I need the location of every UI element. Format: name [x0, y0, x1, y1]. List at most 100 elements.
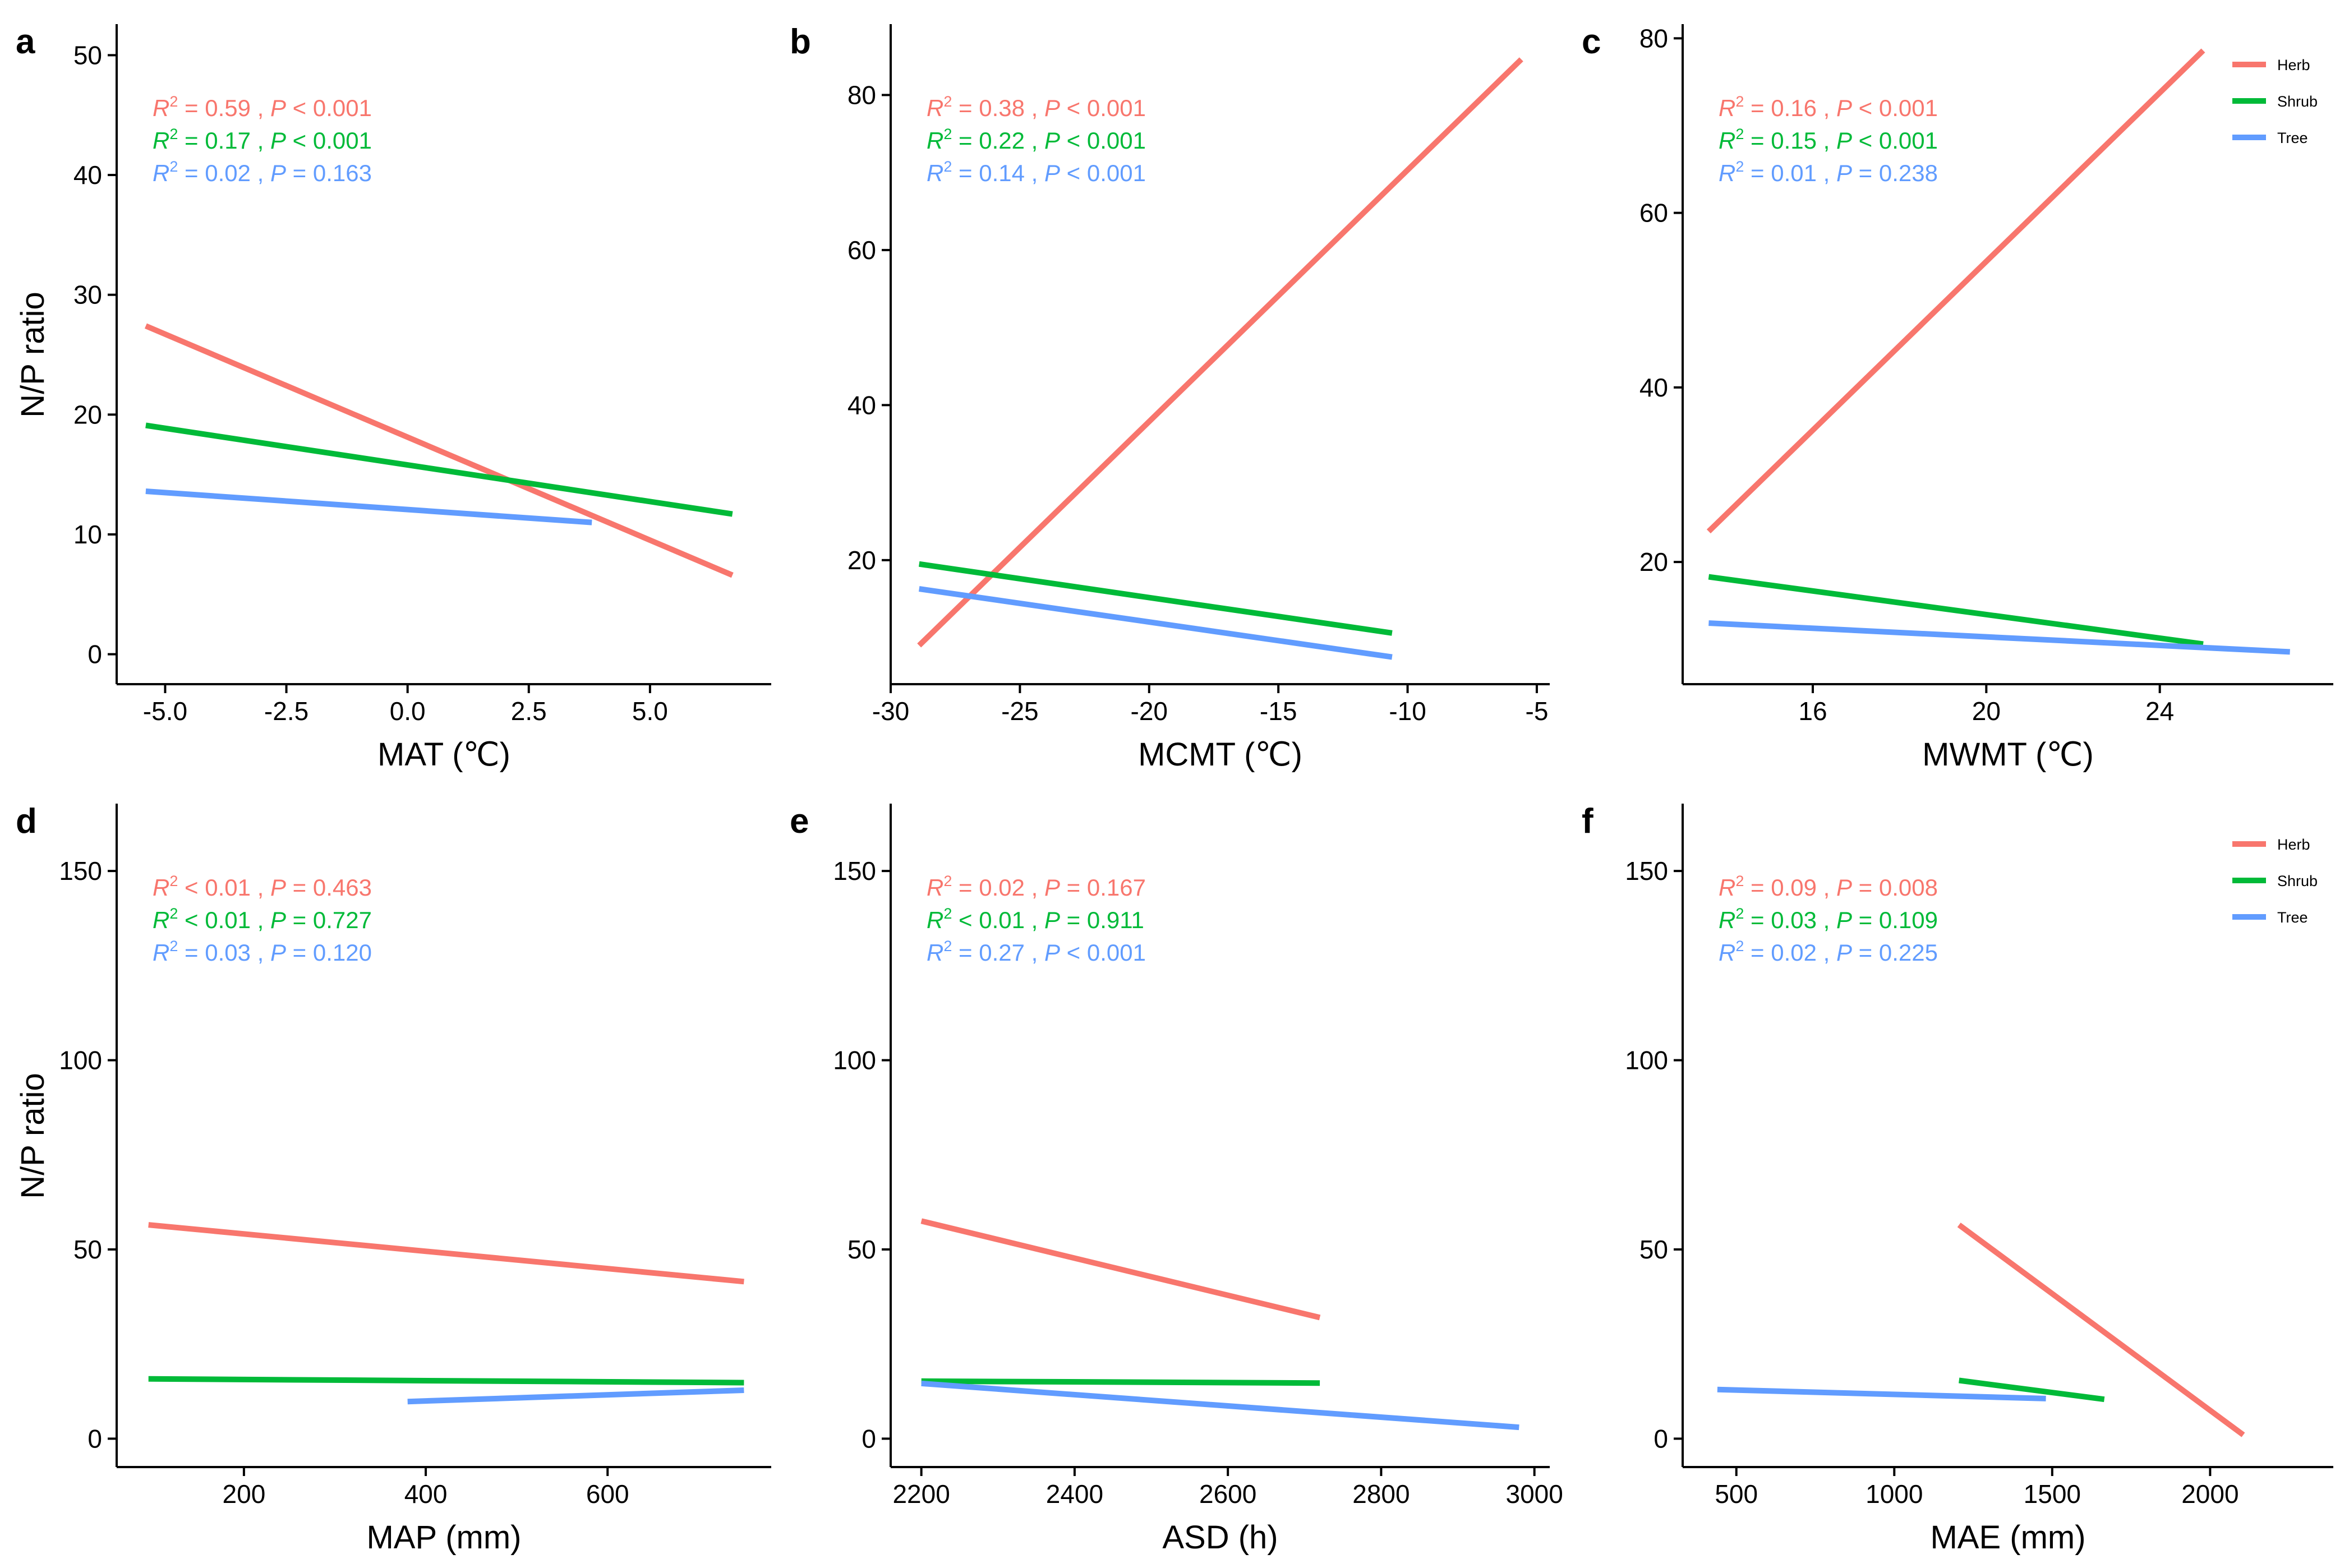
- series-line-shrub: [921, 1378, 1320, 1386]
- legend-label-herb: Herb: [2277, 57, 2310, 73]
- y-tick-label: 0: [1653, 1424, 1668, 1453]
- x-tick-label: -10: [1389, 697, 1426, 726]
- series-line-tree: [918, 586, 1393, 660]
- y-tick-label: 150: [59, 856, 102, 886]
- stat-annotation-herb: R2 = 0.16 , P < 0.001: [1719, 93, 1938, 121]
- x-tick-label: 400: [404, 1479, 448, 1509]
- panel-f: f 500 1000 1500 2000 0 50 100 150 MAE (mm) R2 = 0.…: [1582, 802, 2333, 1556]
- y-tick-label: 60: [1639, 199, 1668, 228]
- legend-label-shrub: Shrub: [2277, 873, 2318, 889]
- x-axis-title: MWMT (℃): [1922, 736, 2094, 773]
- x-axis-title: MAP (mm): [366, 1519, 521, 1556]
- y-tick-label: 20: [73, 400, 102, 429]
- x-tick-label: 2000: [2181, 1479, 2239, 1509]
- x-tick-label: 24: [2145, 697, 2174, 726]
- x-tick-label: 1000: [1866, 1479, 1923, 1509]
- x-tick-label: 2400: [1046, 1479, 1103, 1509]
- y-tick-label: 40: [1639, 373, 1668, 402]
- x-tick-label: -30: [872, 697, 909, 726]
- y-tick-label: 150: [1625, 856, 1668, 886]
- y-axis-title: N/P ratio: [15, 1073, 51, 1199]
- y-tick-label: 20: [1639, 547, 1668, 577]
- x-tick-label: 600: [586, 1479, 629, 1509]
- x-tick-label: -5: [1526, 697, 1549, 726]
- stat-annotation-shrub: R2 = 0.17 , P < 0.001: [153, 126, 372, 154]
- series-line-herb: [144, 323, 734, 578]
- stat-annotation-shrub: R2 = 0.22 , P < 0.001: [927, 126, 1146, 154]
- x-axis-title: ASD (h): [1162, 1519, 1278, 1556]
- series-line-tree: [1717, 1386, 2046, 1401]
- x-tick-label: -5.0: [143, 697, 187, 726]
- legend-label-tree: Tree: [2277, 909, 2308, 926]
- y-tick-label: 0: [87, 1424, 102, 1453]
- series-line-herb: [1706, 48, 2205, 534]
- series-line-shrub: [145, 422, 733, 517]
- stat-annotation-shrub: R2 < 0.01 , P = 0.911: [927, 905, 1144, 933]
- x-tick-label: 2600: [1199, 1479, 1256, 1509]
- x-axis-title: MAE (mm): [1930, 1519, 2085, 1556]
- y-tick-label: 100: [59, 1046, 102, 1075]
- x-tick-label: -20: [1131, 697, 1168, 726]
- y-tick-label: 0: [87, 640, 102, 669]
- x-tick-label: 2.5: [511, 697, 547, 726]
- legend-label-herb: Herb: [2277, 836, 2310, 853]
- x-tick-label: 200: [223, 1479, 266, 1509]
- stat-annotation-shrub: R2 < 0.01 , P = 0.727: [153, 905, 372, 933]
- x-tick-label: 3000: [1506, 1479, 1563, 1509]
- y-tick-label: 30: [73, 280, 102, 310]
- stat-annotation-tree: R2 = 0.27 , P < 0.001: [927, 938, 1146, 966]
- panel-letter: e: [790, 802, 809, 841]
- series-line-herb: [920, 1218, 1321, 1321]
- stat-annotation-herb: R2 = 0.59 , P < 0.001: [153, 93, 372, 121]
- x-tick-label: -25: [1001, 697, 1038, 726]
- x-tick-label: -2.5: [264, 697, 308, 726]
- y-tick-label: 0: [862, 1424, 876, 1453]
- x-axis-title: MCMT (℃): [1138, 736, 1302, 773]
- y-tick-label: 100: [1625, 1046, 1668, 1075]
- y-tick-label: 80: [848, 80, 876, 109]
- stat-annotation-tree: R2 = 0.01 , P = 0.238: [1719, 158, 1938, 186]
- stat-annotation-tree: R2 = 0.03 , P = 0.120: [153, 938, 372, 966]
- x-axis-title: MAT (℃): [377, 736, 510, 773]
- series-line-shrub: [918, 561, 1393, 636]
- x-tick-label: 20: [1972, 697, 2001, 726]
- stat-annotation-herb: R2 = 0.02 , P = 0.167: [927, 873, 1146, 901]
- stat-annotation-herb: R2 = 0.38 , P < 0.001: [927, 93, 1146, 121]
- panel-letter: f: [1582, 802, 1593, 841]
- series-line-tree: [145, 488, 592, 525]
- stat-annotation-tree: R2 = 0.14 , P < 0.001: [927, 158, 1146, 186]
- series-line-tree: [407, 1387, 744, 1405]
- panel-letter: b: [790, 22, 811, 61]
- stat-annotation-tree: R2 = 0.02 , P = 0.163: [153, 158, 372, 186]
- y-tick-label: 20: [848, 546, 876, 575]
- panel-d: d 200 400 600 0 50 100 150 MAP (mm) N/P ratio R2 <…: [15, 802, 771, 1556]
- y-tick-label: 150: [833, 856, 876, 886]
- panel-letter: d: [16, 802, 37, 841]
- x-tick-label: 2200: [892, 1479, 950, 1509]
- y-axis-title: N/P ratio: [15, 292, 51, 418]
- series-line-shrub: [148, 1376, 744, 1386]
- y-tick-label: 60: [848, 236, 876, 265]
- stat-annotation-tree: R2 = 0.02 , P = 0.225: [1719, 938, 1938, 966]
- panel-letter: c: [1582, 22, 1601, 61]
- y-tick-label: 40: [848, 390, 876, 419]
- stat-annotation-shrub: R2 = 0.15 , P < 0.001: [1719, 126, 1938, 154]
- x-tick-label: 5.0: [632, 697, 668, 726]
- series-line-tree: [921, 1380, 1519, 1431]
- panel-b: b -30 -25 -20 -15 -10 -5 20 40 60 80 MCMT (℃) R2 = 0…: [790, 22, 1550, 773]
- panel-c: c 16 20 24 20 40 60 80 MWMT (℃) R2 = 0.16 , P < 0…: [1582, 22, 2333, 773]
- x-tick-label: 2800: [1352, 1479, 1410, 1509]
- stat-annotation-herb: R2 = 0.09 , P = 0.008: [1719, 873, 1938, 901]
- y-tick-label: 80: [1639, 24, 1668, 53]
- panel-e: e 2200 2400 2600 2800 3000 0 50 100 150 ASD (h) R2 …: [790, 802, 1563, 1556]
- y-tick-label: 50: [73, 40, 102, 70]
- series-line-shrub: [1708, 574, 2204, 647]
- legend-label-tree: Tree: [2277, 130, 2308, 146]
- stat-annotation-shrub: R2 = 0.03 , P = 0.109: [1719, 905, 1938, 933]
- x-tick-label: 1500: [2024, 1479, 2081, 1509]
- x-tick-label: 500: [1715, 1479, 1758, 1509]
- series-line-herb: [917, 57, 1523, 648]
- series-line-herb: [1957, 1223, 2245, 1437]
- series-line-tree: [1708, 620, 2290, 655]
